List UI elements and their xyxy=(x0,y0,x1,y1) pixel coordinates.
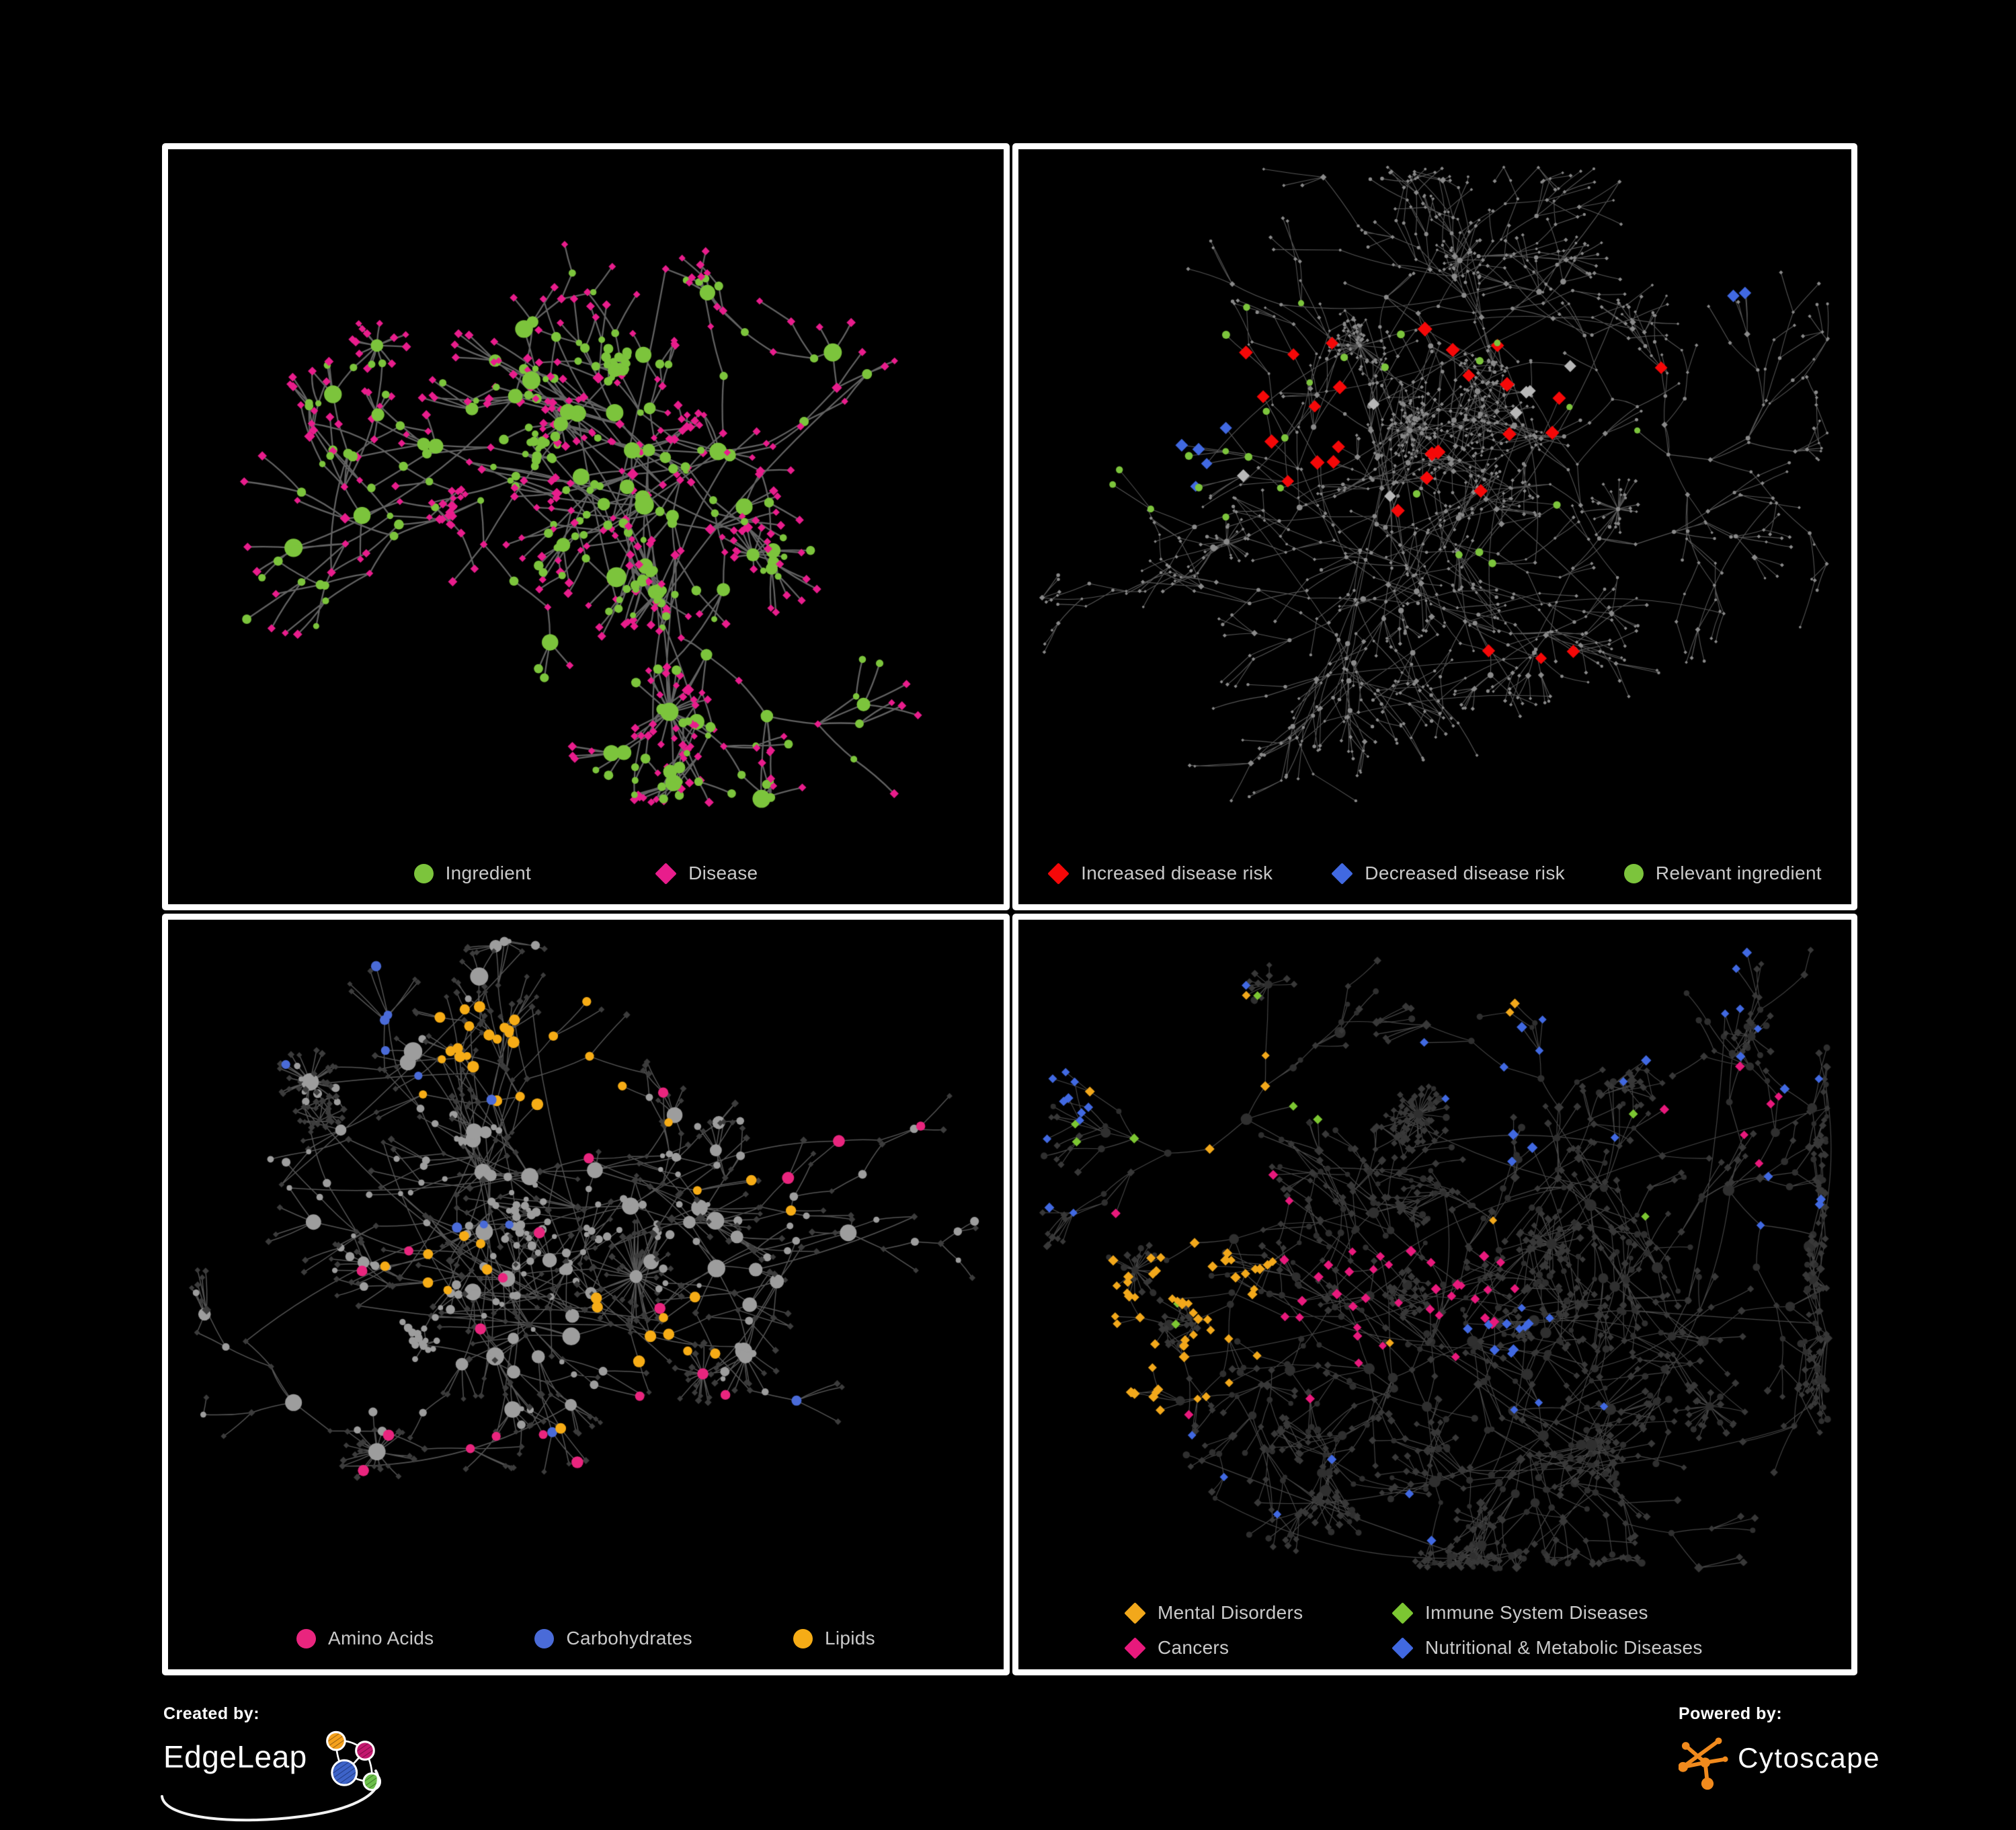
legend-item-mental-disorders: Mental Disorders xyxy=(1124,1601,1392,1624)
legend-label: Mental Disorders xyxy=(1158,1602,1303,1623)
legend-circle-icon xyxy=(793,1628,813,1648)
legend-label: Nutritional & Metabolic Diseases xyxy=(1425,1637,1703,1658)
legend-label: Ingredient xyxy=(445,863,532,883)
legend-ingredient-disease: Ingredient Disease xyxy=(168,862,1004,885)
cytoscape-logo-icon xyxy=(1679,1737,1728,1790)
edgeleap-brand: Created by: EdgeLeap xyxy=(161,1704,419,1822)
legend-label: Carbohydrates xyxy=(566,1628,692,1648)
legend-diamond-icon xyxy=(1392,1636,1414,1659)
legend-diamond-icon xyxy=(1124,1636,1146,1659)
legend-disease-risk: Increased disease risk Decreased disease … xyxy=(1018,862,1851,885)
edgeleap-logo-icon xyxy=(325,1730,381,1791)
legend-item-cancers: Cancers xyxy=(1124,1636,1392,1659)
legend-item-carbohydrates: Carbohydrates xyxy=(534,1628,692,1649)
legend-label: Amino Acids xyxy=(328,1628,434,1648)
legend-label: Cancers xyxy=(1158,1637,1229,1658)
legend-label: Decreased disease risk xyxy=(1365,863,1565,883)
panel-disease-categories: Mental Disorders Immune System Diseases Ca… xyxy=(1012,914,1857,1675)
created-by-label: Created by: xyxy=(163,1704,260,1723)
legend-disease-categories: Mental Disorders Immune System Diseases Ca… xyxy=(1124,1601,1835,1659)
legend-item-amino-acids: Amino Acids xyxy=(296,1628,434,1649)
legend-label: Immune System Diseases xyxy=(1425,1602,1648,1623)
legend-item-disease: Disease xyxy=(655,862,758,885)
legend-item-decreased-disease-risk: Decreased disease risk xyxy=(1331,862,1565,885)
legend-circle-icon xyxy=(413,863,434,883)
legend-macronutrients: Amino Acids Carbohydrates Lipids xyxy=(168,1628,1004,1649)
legend-item-nutritional-metabolic-diseases: Nutritional & Metabolic Diseases xyxy=(1392,1636,1703,1659)
legend-item-lipids: Lipids xyxy=(793,1628,875,1649)
network-canvas xyxy=(1018,920,1851,1669)
cytoscape-wordmark: Cytoscape xyxy=(1738,1742,1880,1774)
panel-disease-risk: Increased disease risk Decreased disease … xyxy=(1012,143,1857,910)
edgeleap-wordmark: EdgeLeap xyxy=(163,1739,307,1774)
legend-label: Lipids xyxy=(824,1628,875,1648)
legend-diamond-icon xyxy=(655,862,677,885)
powered-by-label: Powered by: xyxy=(1679,1704,1783,1723)
legend-label: Increased disease risk xyxy=(1081,863,1273,883)
panel-macronutrients: Amino Acids Carbohydrates Lipids xyxy=(162,914,1010,1675)
panel-ingredient-disease: Ingredient Disease xyxy=(162,143,1010,910)
legend-item-relevant-ingredient: Relevant ingredient xyxy=(1623,863,1822,884)
legend-diamond-icon xyxy=(1124,1601,1146,1624)
legend-diamond-icon xyxy=(1392,1601,1414,1624)
legend-item-increased-disease-risk: Increased disease risk xyxy=(1047,862,1273,885)
legend-label: Disease xyxy=(688,863,758,883)
legend-circle-icon xyxy=(1623,863,1644,883)
network-canvas xyxy=(168,920,1004,1669)
legend-item-immune-system-diseases: Immune System Diseases xyxy=(1392,1601,1703,1624)
cytoscape-brand: Powered by: Cytoscape xyxy=(1679,1704,1880,1805)
network-canvas xyxy=(168,149,1004,904)
legend-item-ingredient: Ingredient xyxy=(413,863,532,884)
legend-diamond-icon xyxy=(1331,862,1354,885)
network-canvas xyxy=(1018,149,1851,904)
legend-label: Relevant ingredient xyxy=(1655,863,1822,883)
legend-circle-icon xyxy=(534,1628,555,1648)
legend-diamond-icon xyxy=(1047,862,1070,885)
legend-circle-icon xyxy=(296,1628,317,1648)
